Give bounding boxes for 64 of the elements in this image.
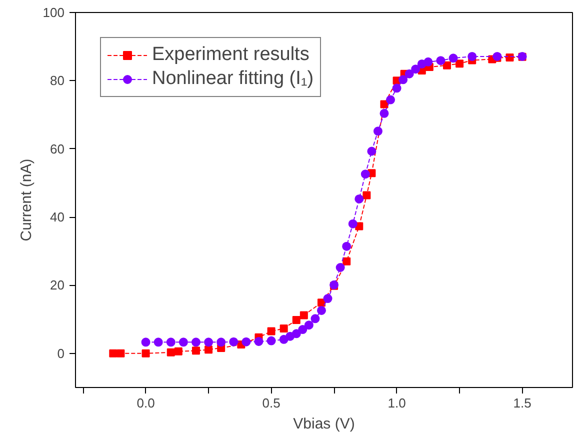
point bbox=[191, 338, 200, 347]
point bbox=[166, 348, 175, 356]
point bbox=[178, 338, 188, 347]
point bbox=[373, 126, 382, 136]
point bbox=[204, 338, 214, 347]
point bbox=[292, 316, 300, 324]
point bbox=[354, 194, 364, 204]
legend-label: Nonlinear fitting (I₁) bbox=[152, 68, 314, 90]
y-tick-label: 40 bbox=[50, 210, 65, 225]
x-tick-label: 1.0 bbox=[388, 396, 406, 410]
point bbox=[436, 56, 446, 66]
x-tick-label: 1.5 bbox=[513, 396, 532, 410]
point bbox=[367, 146, 376, 156]
point bbox=[336, 263, 345, 272]
point bbox=[304, 320, 314, 330]
point bbox=[348, 219, 358, 228]
point bbox=[216, 338, 226, 347]
point bbox=[116, 349, 125, 358]
point bbox=[380, 108, 389, 118]
point bbox=[398, 75, 408, 84]
point bbox=[360, 170, 370, 179]
x-tick-label: 0.5 bbox=[262, 396, 280, 410]
point bbox=[316, 306, 326, 315]
point bbox=[142, 349, 150, 358]
point bbox=[380, 100, 388, 108]
point bbox=[204, 346, 213, 354]
point bbox=[386, 95, 396, 104]
point bbox=[442, 61, 451, 70]
point bbox=[192, 346, 200, 355]
x-tick-label: 0.0 bbox=[136, 396, 155, 410]
point bbox=[266, 336, 276, 346]
y-axis-title: Current (nA) bbox=[18, 158, 35, 242]
legend-label: Experiment results bbox=[152, 44, 310, 66]
point bbox=[424, 57, 433, 66]
point bbox=[267, 327, 276, 336]
point bbox=[242, 337, 251, 346]
y-tick-label: 20 bbox=[50, 278, 65, 293]
point bbox=[411, 64, 420, 74]
point bbox=[166, 338, 176, 347]
point bbox=[141, 338, 150, 347]
point bbox=[362, 191, 371, 200]
point bbox=[298, 325, 308, 334]
point bbox=[154, 338, 163, 347]
point bbox=[404, 69, 414, 78]
point bbox=[323, 294, 332, 304]
point bbox=[342, 242, 352, 251]
point bbox=[174, 347, 182, 356]
point bbox=[292, 329, 301, 338]
point bbox=[342, 257, 351, 266]
y-tick-label: 60 bbox=[50, 141, 65, 156]
point bbox=[448, 54, 458, 63]
point bbox=[468, 52, 477, 61]
y-tick-label: 100 bbox=[42, 5, 65, 20]
point bbox=[392, 84, 402, 93]
point bbox=[254, 336, 264, 346]
point bbox=[229, 337, 238, 346]
point bbox=[109, 349, 118, 358]
point bbox=[310, 314, 320, 324]
x-axis-title: Vbias (V) bbox=[293, 416, 355, 432]
point bbox=[280, 324, 288, 333]
point bbox=[456, 60, 464, 68]
y-tick-label: 80 bbox=[50, 73, 65, 88]
point bbox=[300, 311, 308, 320]
y-tick-label: 0 bbox=[57, 346, 65, 361]
